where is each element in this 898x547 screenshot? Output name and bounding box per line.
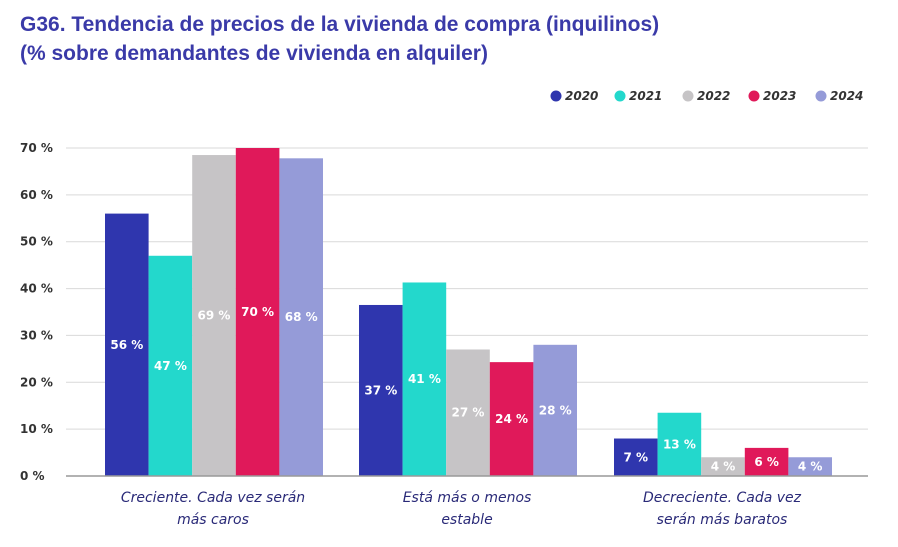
bar-2023-cat1	[235, 148, 280, 476]
y-tick-label: 30 %	[20, 328, 53, 342]
bar-value-label: 24 %	[495, 412, 528, 426]
legend-label: 2024	[830, 89, 863, 103]
bar-value-label: 37 %	[364, 383, 397, 397]
bar-2020-cat3	[614, 438, 658, 476]
x-category-label: Creciente. Cada vez serán	[121, 490, 305, 506]
x-axis: Creciente. Cada vez serán más caros Está m…	[66, 475, 868, 528]
x-category-label: más caros	[177, 512, 249, 528]
bar-value-label: 27 %	[452, 406, 485, 420]
legend-marker-2021	[614, 90, 626, 102]
legend-marker-2023	[748, 90, 760, 102]
x-category-label: estable	[441, 512, 492, 528]
bar-value-label: 4 %	[711, 460, 736, 474]
legend-marker-2022	[682, 90, 694, 102]
legend-label: 2020	[565, 89, 598, 103]
bar-2021-cat2	[402, 282, 447, 476]
y-axis: 0 % 10 % 20 % 30 % 40 % 50 % 60 % 70 %	[20, 141, 53, 483]
bar-value-label: 69 %	[198, 309, 231, 323]
x-category-label: Está más o menos	[403, 490, 532, 506]
bar-2020-cat2	[359, 304, 403, 476]
bar-2024-cat2	[533, 344, 577, 476]
bar-value-label: 47 %	[154, 359, 187, 373]
bar-2022-cat1	[192, 155, 236, 476]
legend-label: 2023	[763, 89, 796, 103]
chart-title-line-2: (% sobre demandantes de vivienda en alqu…	[20, 42, 488, 65]
legend-label: 2022	[697, 89, 730, 103]
bar-value-label: 4 %	[798, 460, 823, 474]
bar-value-label: 41 %	[408, 372, 441, 386]
bar-value-labels: 56 % 47 % 69 % 70 % 68 % 37 % 41 % 27 % 24 % 28 %…	[110, 305, 822, 474]
bar-2021-cat3	[657, 412, 702, 476]
chart-title-line-1: G36. Tendencia de precios de la vivienda…	[20, 13, 660, 36]
y-tick-label: 10 %	[20, 422, 53, 436]
y-tick-label: 0 %	[20, 469, 45, 483]
x-category-label: Decreciente. Cada vez	[643, 490, 802, 506]
bar-value-label: 13 %	[663, 437, 696, 451]
bar-value-label: 70 %	[241, 305, 274, 319]
bar-2024-cat1	[279, 158, 323, 476]
bar-2022-cat2	[446, 349, 490, 476]
bar-2020-cat1	[105, 213, 149, 476]
y-tick-label: 40 %	[20, 282, 53, 296]
bar-value-label: 7 %	[624, 450, 649, 464]
x-category-label: serán más baratos	[657, 512, 788, 528]
legend-marker-2024	[815, 90, 827, 102]
legend: 2020 2021 2022 2023 2024	[550, 89, 863, 103]
legend-marker-2020	[550, 90, 562, 102]
bar-value-label: 6 %	[754, 455, 779, 469]
chart-title: G36. Tendencia de precios de la vivienda…	[20, 10, 659, 68]
bar-2021-cat1	[148, 255, 193, 476]
bars	[105, 148, 832, 476]
bar-2023-cat2	[489, 362, 534, 476]
bar-value-label: 56 %	[110, 338, 143, 352]
bar-2022-cat3	[701, 457, 745, 476]
y-tick-label: 20 %	[20, 375, 53, 389]
y-tick-label: 70 %	[20, 141, 53, 155]
bar-2023-cat3	[744, 447, 789, 476]
bar-value-label: 28 %	[539, 403, 572, 417]
y-tick-label: 50 %	[20, 235, 53, 249]
bar-value-label: 68 %	[285, 310, 318, 324]
bar-2024-cat3	[788, 457, 832, 476]
y-tick-label: 60 %	[20, 188, 53, 202]
legend-label: 2021	[629, 89, 662, 103]
